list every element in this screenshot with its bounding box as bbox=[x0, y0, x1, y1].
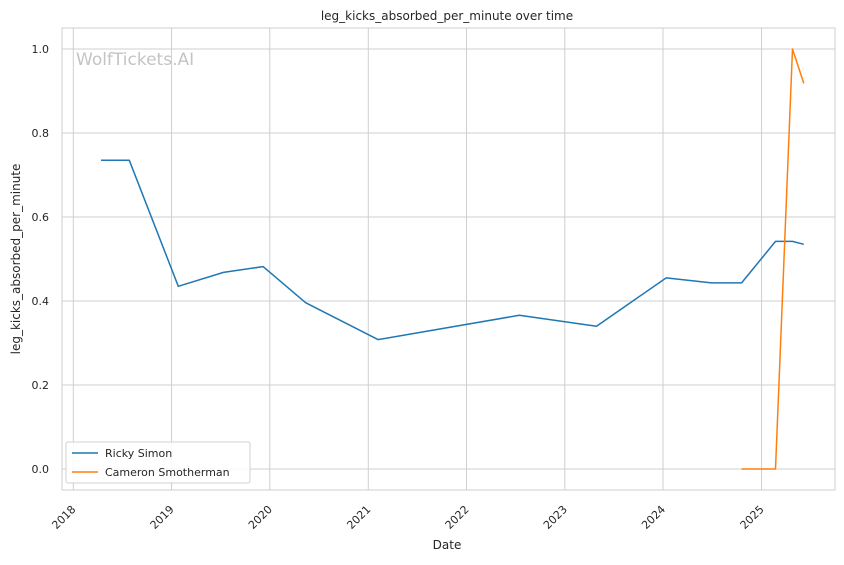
series-layer bbox=[101, 48, 805, 470]
x-tick-label: 2019 bbox=[148, 503, 177, 532]
y-tick-label: 0.4 bbox=[32, 295, 50, 308]
x-tick-label: 2020 bbox=[246, 503, 275, 532]
x-axis-label: Date bbox=[433, 538, 462, 552]
y-axis-ticks: 0.0 0.2 0.4 0.6 0.8 1.0 bbox=[32, 43, 50, 476]
grid-lines bbox=[62, 28, 835, 490]
x-tick-label: 2018 bbox=[49, 503, 78, 532]
series-line-cameron-smotherman bbox=[741, 48, 805, 470]
y-tick-label: 0.6 bbox=[32, 211, 50, 224]
plot-frame bbox=[61, 27, 836, 491]
x-tick-label: 2024 bbox=[639, 503, 668, 532]
legend-label-ricky-simon: Ricky Simon bbox=[105, 447, 172, 460]
x-tick-label: 2021 bbox=[344, 503, 373, 532]
y-axis-label: leg_kicks_absorbed_per_minute bbox=[9, 164, 23, 355]
x-tick-label: 2022 bbox=[443, 503, 472, 532]
legend-box bbox=[65, 441, 251, 484]
legend-label-cameron-smotherman: Cameron Smotherman bbox=[105, 466, 230, 479]
x-tick-label: 2025 bbox=[738, 503, 767, 532]
watermark: WolfTickets.AI bbox=[76, 50, 194, 70]
chart-title: leg_kicks_absorbed_per_minute over time bbox=[321, 9, 573, 23]
y-tick-label: 0.8 bbox=[32, 127, 50, 140]
y-tick-label: 0.2 bbox=[32, 379, 50, 392]
y-tick-label: 1.0 bbox=[32, 43, 50, 56]
series-line-ricky-simon bbox=[101, 159, 804, 341]
legend: Ricky Simon Cameron Smotherman bbox=[65, 441, 251, 484]
y-tick-label: 0.0 bbox=[32, 463, 50, 476]
x-axis-ticks: 2018 2019 2020 2021 2022 2023 2024 2025 bbox=[49, 503, 766, 532]
x-tick-label: 2023 bbox=[541, 503, 570, 532]
